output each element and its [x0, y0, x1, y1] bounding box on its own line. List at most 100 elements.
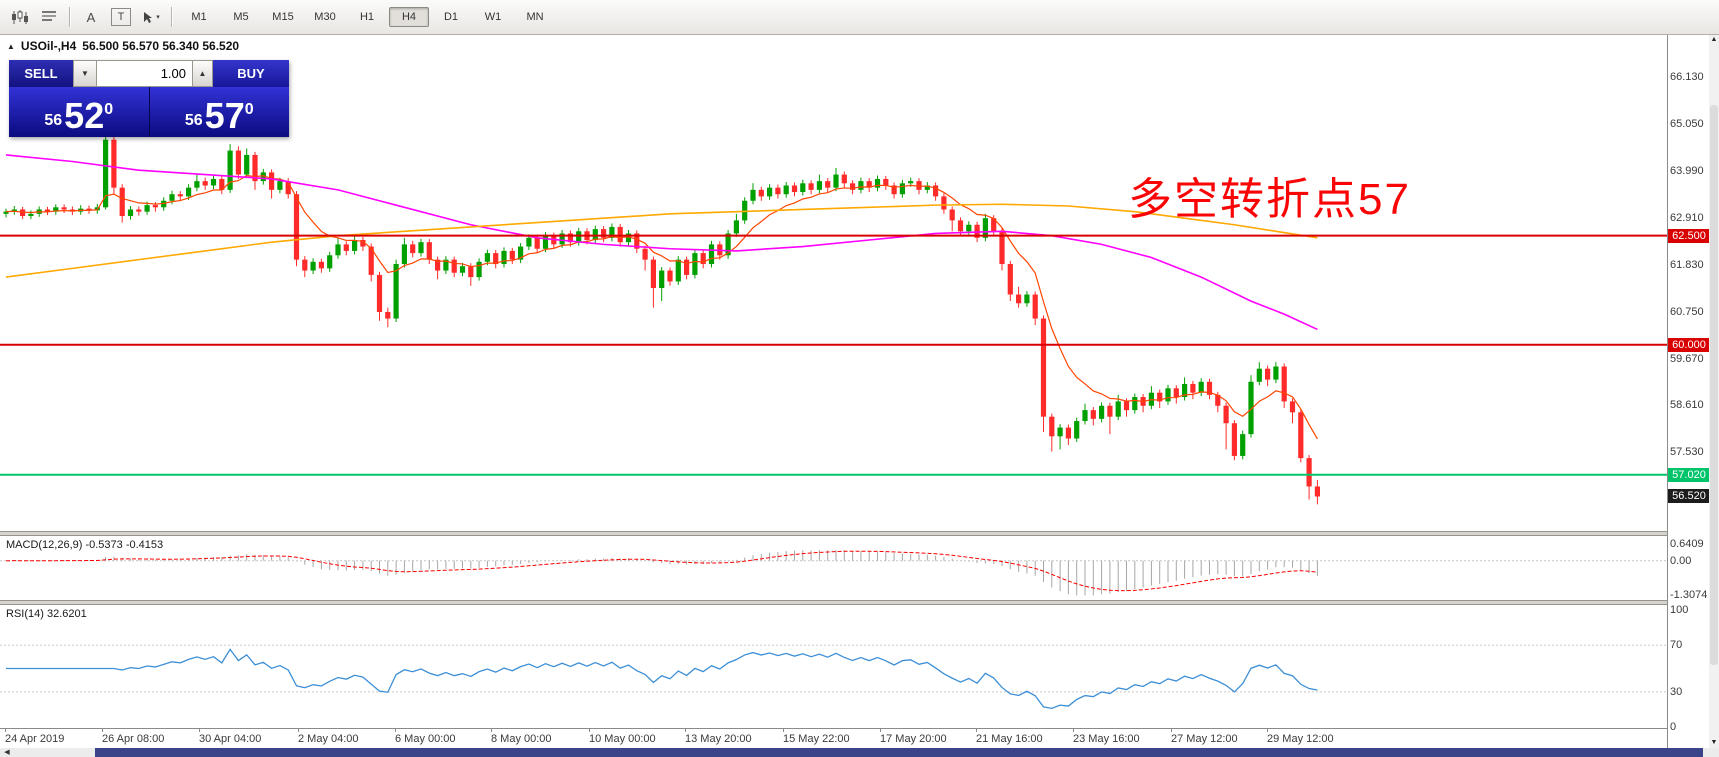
price-tick-label: 58.610 — [1670, 399, 1704, 411]
date-label: 29 May 12:00 — [1267, 733, 1334, 745]
trade-panel-collapse-icon[interactable]: ▲ — [7, 41, 15, 51]
price-tick-label: 65.050 — [1670, 118, 1704, 130]
price-level-badge: 56.520 — [1668, 489, 1710, 503]
caret-down-icon: ▼ — [81, 69, 89, 78]
template-tool-icon[interactable]: T — [107, 4, 135, 30]
date-tick-mark — [1073, 729, 1074, 732]
trade-panel-controls: SELL ▼ ▲ BUY — [9, 60, 289, 87]
cursor-glyph — [144, 11, 153, 23]
date-tick-mark — [589, 729, 590, 732]
ask-pipette: 0 — [244, 101, 254, 118]
date-label: 2 May 04:00 — [298, 733, 359, 745]
macd-panel[interactable]: MACD(12,26,9) -0.5373 -0.4153 — [0, 536, 1667, 600]
timeframe-m30[interactable]: M30 — [314, 11, 336, 23]
horizontal-scrollbar-thumb[interactable] — [95, 748, 1703, 757]
scroll-left-icon[interactable]: ◀ — [4, 749, 10, 756]
price-tick-label: 59.670 — [1670, 353, 1704, 365]
panel-splitter[interactable] — [0, 600, 1719, 605]
price-tick-label: 62.910 — [1670, 212, 1704, 224]
price-tick-label: 100 — [1670, 604, 1689, 616]
date-tick-mark — [1267, 729, 1268, 732]
price-level-badge: 62.500 — [1668, 229, 1710, 243]
vertical-scrollbar-thumb[interactable] — [1710, 105, 1718, 665]
candlestick-glyph — [11, 9, 28, 24]
cursor-tool-icon[interactable]: ▾ — [137, 4, 165, 30]
vertical-scrollbar[interactable]: ▲ ▼ — [1709, 35, 1719, 748]
timeframe-m5[interactable]: M5 — [233, 11, 249, 23]
timeframe-h4[interactable]: H4 — [389, 7, 429, 27]
buy-button[interactable]: BUY — [213, 60, 289, 87]
date-label: 21 May 16:00 — [976, 733, 1043, 745]
trade-panel-quotes: 56 52 0 56 57 0 — [9, 87, 289, 137]
date-label: 15 May 22:00 — [783, 733, 850, 745]
bid-big-figure: 52 — [64, 95, 105, 137]
volume-dropdown-button[interactable]: ▼ — [73, 60, 97, 87]
symbol-period-label: USOil-,H4 — [20, 39, 77, 53]
candlestick-chart[interactable] — [0, 35, 1667, 531]
price-tick-label: 66.130 — [1670, 71, 1704, 83]
date-label: 26 Apr 08:00 — [102, 733, 165, 745]
timeframe-mn[interactable]: MN — [526, 11, 544, 23]
volume-input[interactable] — [97, 60, 193, 87]
date-tick-mark — [1171, 729, 1172, 732]
macd-indicator[interactable] — [0, 536, 1667, 600]
indicators-list-icon[interactable] — [35, 4, 63, 30]
ohlc-values: 56.500 56.570 56.340 56.520 — [82, 39, 240, 53]
ask-price[interactable]: 56 57 0 — [150, 87, 290, 137]
volume-up-spinner[interactable]: ▲ — [193, 60, 213, 87]
price-tick-label: 0.6409 — [1670, 538, 1704, 550]
date-axis: 24 Apr 2019 26 Apr 08:00 30 Apr 04:00 2 May… — [0, 728, 1667, 748]
price-tick-label: -1.3074 — [1670, 589, 1708, 601]
date-tick-mark — [102, 729, 103, 732]
bid-pipette: 0 — [104, 101, 114, 118]
rsi-indicator[interactable] — [0, 605, 1667, 728]
date-tick-mark — [395, 729, 396, 732]
scroll-up-icon[interactable]: ▲ — [1710, 36, 1718, 43]
date-tick-mark — [880, 729, 881, 732]
date-label: 24 Apr 2019 — [5, 733, 65, 745]
price-level-badge: 60.000 — [1668, 338, 1710, 352]
price-tick-label: 57.530 — [1670, 446, 1704, 458]
rsi-title: RSI(14) 32.6201 — [6, 608, 87, 620]
chart-ohlc-header: ▲ USOil-,H4 56.500 56.570 56.340 56.520 — [7, 39, 239, 53]
timeframe-h1[interactable]: H1 — [359, 11, 375, 23]
price-tick-label: 61.830 — [1670, 259, 1704, 271]
date-label: 23 May 16:00 — [1073, 733, 1140, 745]
template-glyph: T — [111, 8, 131, 26]
price-tick-label: 0 — [1670, 721, 1677, 733]
timeframe-d1[interactable]: D1 — [443, 11, 459, 23]
chart-annotation-text: 多空转折点57 — [1128, 175, 1411, 224]
panel-splitter[interactable] — [0, 531, 1719, 536]
bid-prefix: 56 — [44, 112, 63, 129]
date-tick-mark — [783, 729, 784, 732]
sell-button[interactable]: SELL — [9, 60, 73, 87]
text-label-tool-icon[interactable]: A — [77, 4, 105, 30]
price-level-badge: 57.020 — [1668, 468, 1710, 482]
rsi-panel[interactable]: RSI(14) 32.6201 — [0, 605, 1667, 728]
price-tick-label: 30 — [1670, 686, 1683, 698]
price-tick-label: 60.750 — [1670, 306, 1704, 318]
date-tick-mark — [976, 729, 977, 732]
timeframe-w1[interactable]: W1 — [484, 11, 502, 23]
price-tick-label: 70 — [1670, 639, 1683, 651]
scroll-down-icon[interactable]: ▼ — [1710, 739, 1718, 746]
chart-type-icon[interactable] — [5, 4, 33, 30]
date-label: 8 May 00:00 — [491, 733, 552, 745]
main-chart-panel[interactable]: ▲ USOil-,H4 56.500 56.570 56.340 56.520 … — [0, 35, 1667, 531]
price-axis: 66.130 65.050 63.990 62.910 61.830 60.750 59.6… — [1667, 35, 1710, 748]
timeframe-m15[interactable]: M15 — [272, 11, 294, 23]
toolbar: A T ▾ M1 M5 M15 M30 H1 H4 D1 W1 MN — [0, 0, 1719, 35]
macd-title: MACD(12,26,9) -0.5373 -0.4153 — [6, 539, 164, 551]
date-label: 30 Apr 04:00 — [199, 733, 262, 745]
date-tick-mark — [5, 729, 6, 732]
horizontal-scrollbar[interactable]: ◀ — [0, 748, 1719, 757]
date-label: 17 May 20:00 — [880, 733, 947, 745]
date-label: 10 May 00:00 — [589, 733, 656, 745]
date-tick-mark — [298, 729, 299, 732]
date-tick-mark — [685, 729, 686, 732]
date-label: 13 May 20:00 — [685, 733, 752, 745]
bid-price[interactable]: 56 52 0 — [9, 87, 149, 137]
list-glyph — [42, 11, 56, 21]
caret-up-icon: ▲ — [198, 69, 207, 78]
timeframe-m1[interactable]: M1 — [191, 11, 207, 23]
